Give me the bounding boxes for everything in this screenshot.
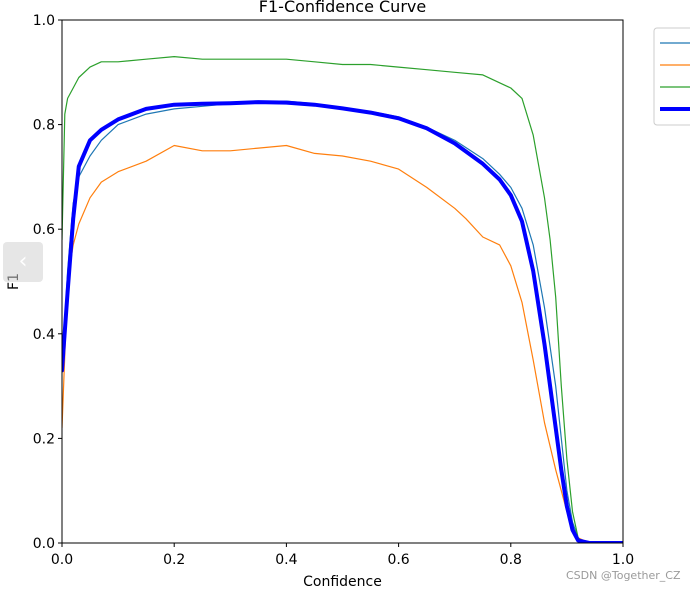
- series-group: [62, 56, 623, 543]
- plot-frame: [61, 19, 624, 544]
- legend: [653, 27, 690, 126]
- x-axis-label: Confidence: [303, 574, 382, 590]
- x-tick-label-5: 1.0: [612, 552, 634, 568]
- x-tick-label-2: 0.4: [275, 552, 297, 568]
- series-line-4: [62, 100, 623, 543]
- chevron-left-icon: ‹: [18, 249, 28, 274]
- y-tick-label-4: 0.8: [33, 118, 55, 134]
- x-tick-label-1: 0.2: [163, 552, 185, 568]
- legend-box: [653, 27, 690, 126]
- y-tick-label-5: 1.0: [33, 13, 55, 29]
- y-tick-label-0: 0.0: [33, 536, 55, 552]
- x-tick-label-4: 0.8: [500, 552, 522, 568]
- y-tick-label-3: 0.6: [33, 222, 55, 238]
- series-line-2: [62, 144, 623, 543]
- previous-image-button[interactable]: ‹: [3, 242, 43, 282]
- x-tick-label-3: 0.6: [387, 552, 409, 568]
- watermark: CSDN @Together_CZ: [566, 569, 681, 582]
- y-tick-label-1: 0.2: [33, 431, 55, 447]
- series-line-3: [62, 56, 623, 543]
- y-tick-label-2: 0.4: [33, 327, 55, 343]
- chart-title: F1-Confidence Curve: [259, 0, 426, 16]
- x-tick-label-0: 0.0: [51, 552, 73, 568]
